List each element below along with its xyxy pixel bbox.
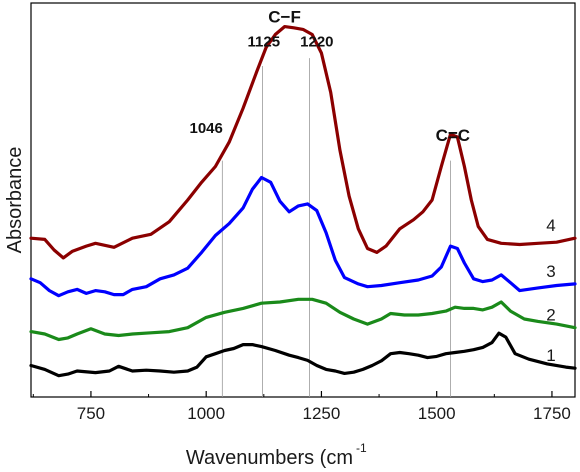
series-line-4 [29,25,577,260]
series-line-1 [29,331,577,378]
series-label-3: 3 [546,262,555,281]
x-tick-label-1000: 1000 [187,404,225,423]
series-number-labels: 1 2 3 4 [546,216,555,365]
annotations: C−F C=C 1125 1220 1046 [189,8,470,145]
peak-label-1220: 1220 [300,33,333,50]
series-label-4: 4 [546,216,555,235]
x-axis-label-main: Wavenumbers (cm [186,447,353,469]
peak-reference-lines [221,58,451,397]
series-line-3 [29,175,577,298]
series-label-2: 2 [546,306,555,325]
x-ticks: 750 1000 1250 1500 1750 [32,391,571,423]
x-axis-label: Wavenumbers (cm [186,447,353,469]
x-tick-label-750: 750 [77,404,105,423]
peak-label-1125: 1125 [248,33,281,50]
group-label-1: C=C [436,126,470,145]
peak-label-1046: 1046 [189,120,222,137]
x-tick-label-1750: 1750 [533,404,571,423]
x-tick-label-1500: 1500 [418,404,456,423]
series-line-2 [29,297,577,342]
y-axis-label: Absorbance [4,147,26,254]
plot-frame [30,2,576,398]
group-label-0: C−F [268,8,301,27]
x-tick-label-1250: 1250 [303,404,341,423]
series-label-1: 1 [546,346,555,365]
x-axis-label-superscript: -1 [356,441,367,455]
series-layer [29,25,577,378]
